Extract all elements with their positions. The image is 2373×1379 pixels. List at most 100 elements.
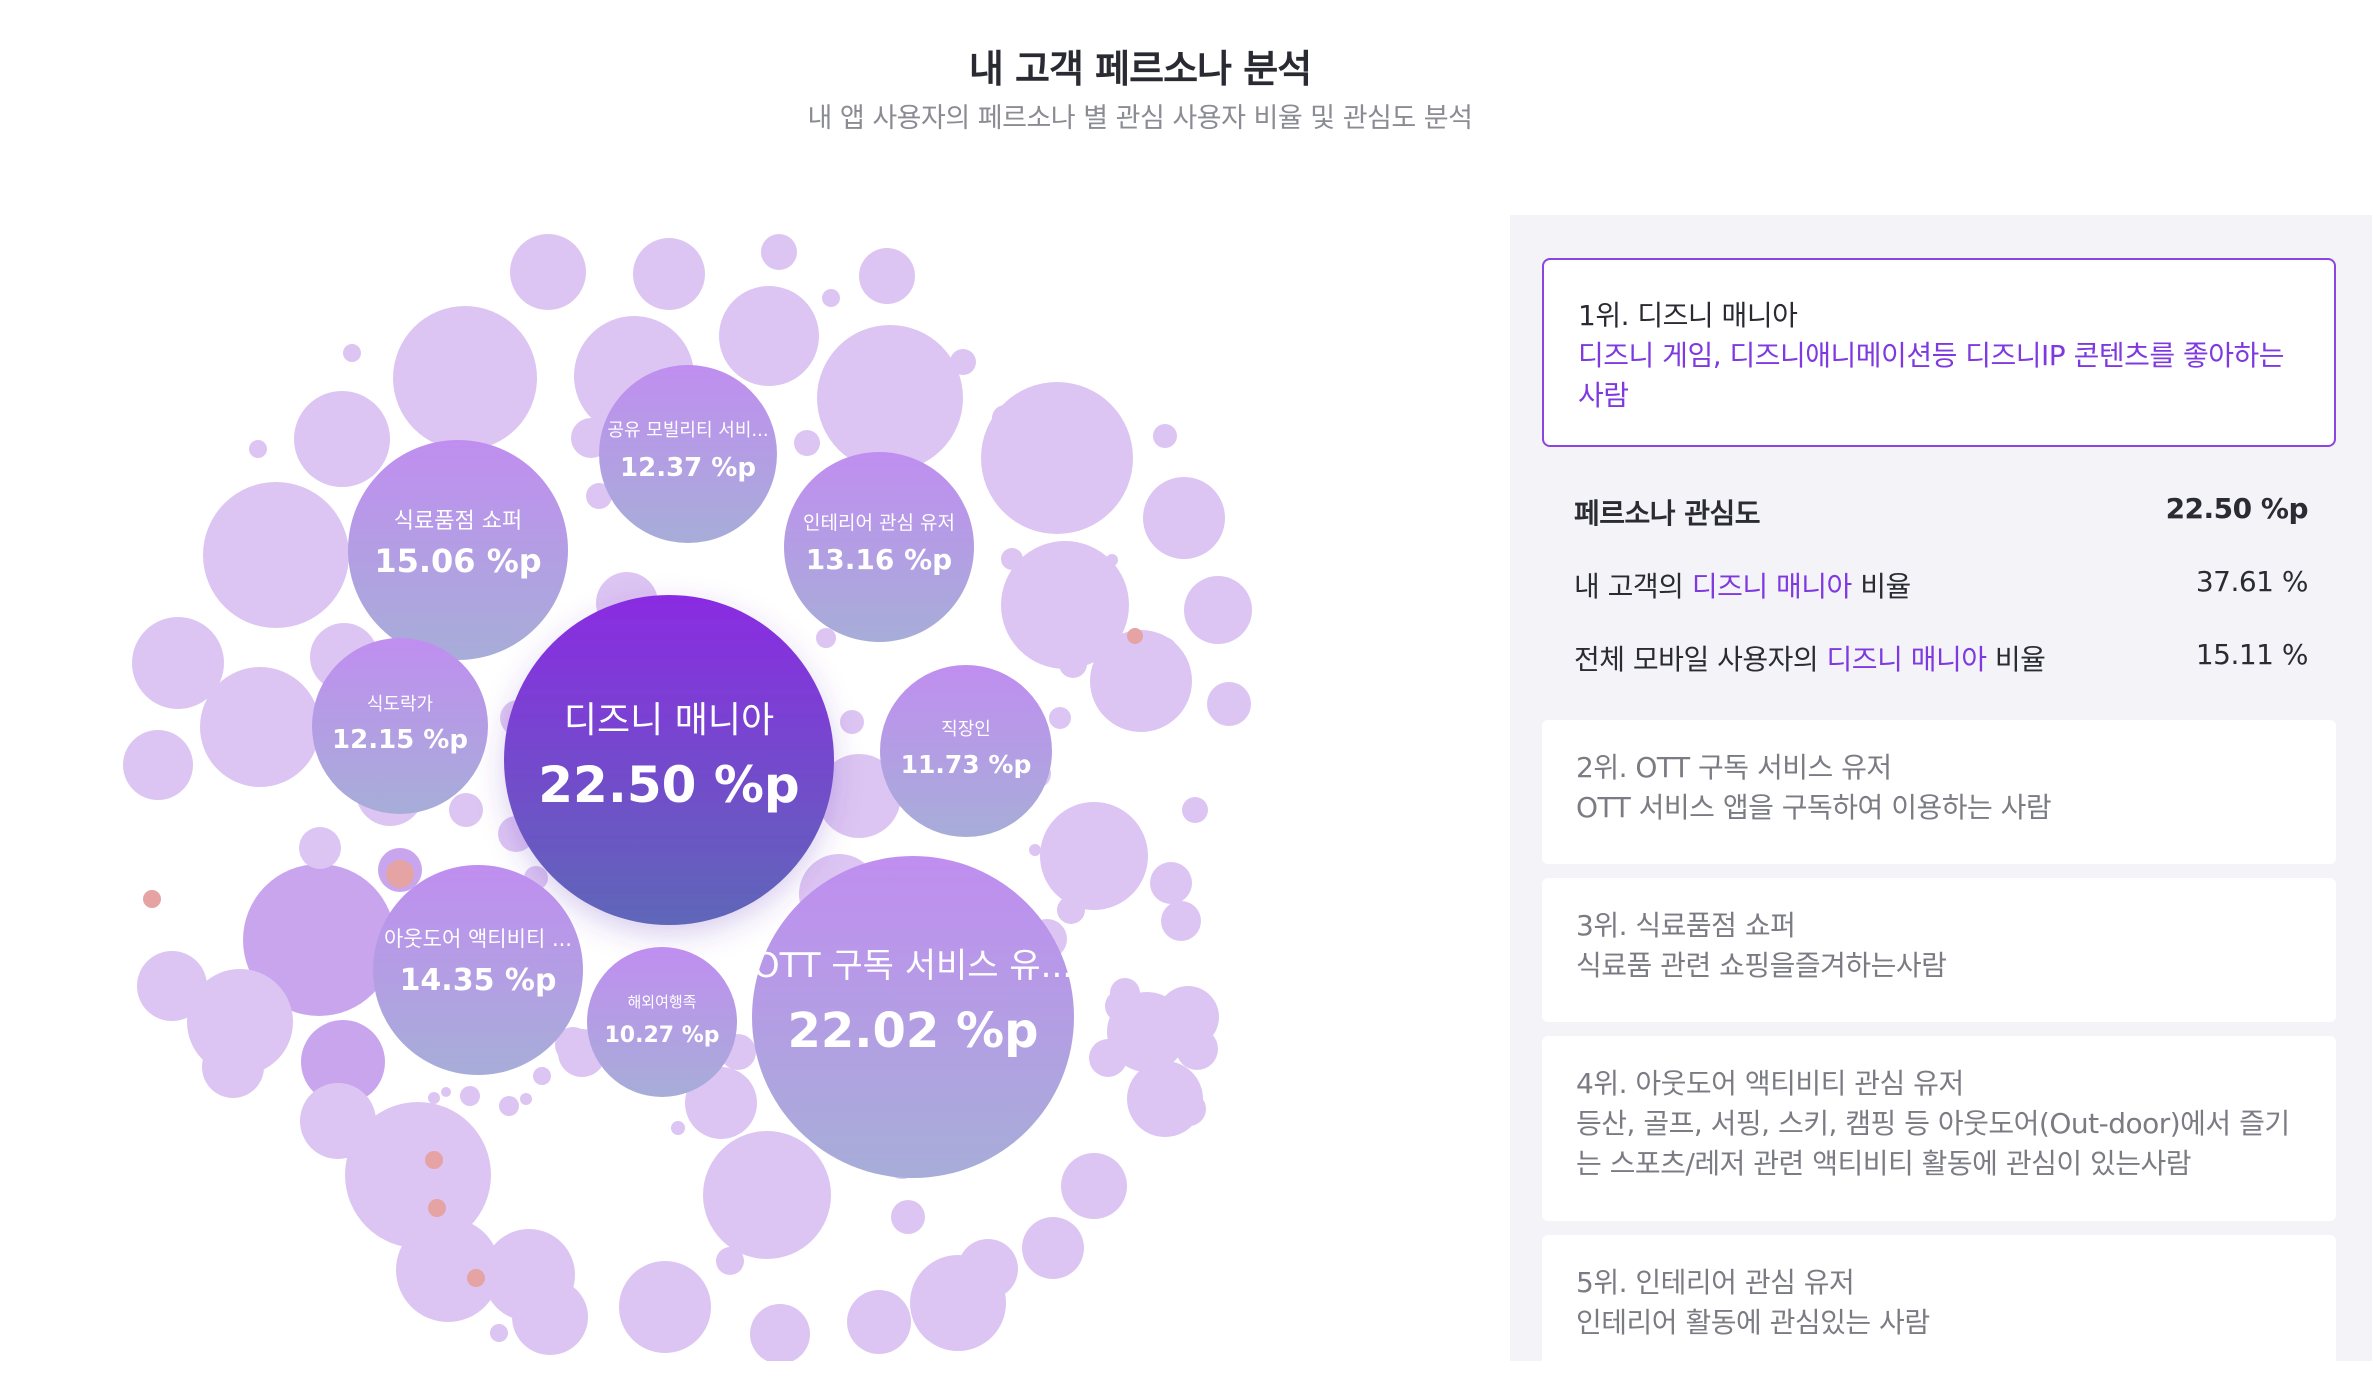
background-bubble	[822, 289, 840, 307]
background-bubble	[1001, 541, 1129, 669]
negative-bubble	[467, 1269, 485, 1287]
negative-bubble	[143, 890, 161, 908]
background-bubble	[1182, 797, 1208, 823]
stat-all-mobile-ratio: 전체 모바일 사용자의 디즈니 매니아 비율 15.11 %	[1574, 638, 2309, 678]
background-bubble	[1022, 1217, 1084, 1279]
stat-all-value: 15.11 %	[2195, 638, 2309, 671]
rank-3-card[interactable]: 3위. 식료품점 쇼퍼 식료품 관련 쇼핑을즐겨하는사람	[1542, 878, 2336, 1022]
background-bubble	[1127, 1061, 1203, 1137]
background-bubble	[950, 349, 976, 375]
rank-4-card[interactable]: 4위. 아웃도어 액티비티 관심 유저 등산, 골프, 서핑, 스키, 캠핑 등…	[1542, 1036, 2336, 1221]
persona-bubble-name: 공유 모빌리티 서비...	[607, 420, 768, 441]
persona-bubble-value: 11.73 %p	[901, 750, 1032, 779]
stat-all-prefix: 전체 모바일 사용자의	[1574, 643, 1827, 676]
persona-bubble[interactable]: OTT 구독 서비스 유... 22.02 %p	[752, 856, 1074, 1178]
background-bubble	[847, 1290, 911, 1354]
background-bubble	[1184, 576, 1252, 644]
persona-bubble[interactable]: 공유 모빌리티 서비... 12.37 %p	[599, 365, 777, 543]
stat-mine-suffix: 비율	[1851, 570, 1911, 603]
persona-bubble-circle[interactable]	[599, 365, 777, 543]
stat-mine-value: 37.61 %	[2195, 565, 2309, 598]
persona-bubble-name: OTT 구독 서비스 유...	[753, 946, 1073, 986]
background-bubble	[1153, 424, 1177, 448]
background-bubble	[510, 234, 586, 310]
rank-3-title: 3위. 식료품점 쇼퍼	[1576, 909, 1796, 942]
background-bubble	[249, 440, 267, 458]
negative-bubble	[425, 1151, 443, 1169]
negative-bubble	[386, 860, 414, 888]
background-bubble	[1093, 605, 1111, 623]
rank-1-card[interactable]: 1위. 디즈니 매니아 디즈니 게임, 디즈니애니메이션등 디즈니IP 콘텐츠를…	[1542, 258, 2336, 447]
persona-bubble-name: 아웃도어 액티비티 ...	[384, 927, 572, 951]
stat-interest-value: 22.50 %p	[2165, 492, 2309, 525]
background-bubble	[816, 628, 836, 648]
persona-bubble[interactable]: 해외여행족 10.27 %p	[587, 947, 737, 1097]
background-bubble	[817, 754, 901, 838]
persona-bubble-circle[interactable]	[312, 638, 488, 814]
persona-bubble-value: 22.02 %p	[788, 1003, 1039, 1059]
stat-all-highlight: 디즈니 매니아	[1826, 643, 1987, 676]
persona-bubble-name: 직장인	[941, 719, 991, 740]
persona-bubble-value: 14.35 %p	[400, 963, 557, 998]
background-bubble	[1150, 862, 1192, 904]
persona-bubble-chart: 디즈니 매니아 22.50 %p OTT 구독 서비스 유... 22.02 %p 식료…	[100, 215, 1300, 1364]
persona-bubble-circle[interactable]	[784, 452, 974, 642]
background-bubble	[1207, 682, 1251, 726]
persona-bubble[interactable]: 아웃도어 액티비티 ... 14.35 %p	[373, 865, 583, 1075]
persona-bubble-value: 13.16 %p	[806, 543, 952, 576]
background-bubble	[137, 951, 207, 1021]
background-bubble	[1036, 626, 1046, 636]
background-bubble	[633, 238, 705, 310]
background-bubble	[299, 827, 341, 869]
persona-bubble-name: 디즈니 매니아	[564, 700, 774, 741]
persona-bubble[interactable]: 식료품점 쇼퍼 15.06 %p	[348, 440, 568, 660]
background-bubble	[1057, 896, 1085, 924]
background-bubble	[123, 730, 193, 800]
stat-mine-prefix: 내 고객의	[1574, 570, 1692, 603]
persona-bubble-value: 12.37 %p	[620, 453, 756, 483]
background-bubble	[520, 1093, 532, 1105]
stat-interest-label: 페르소나 관심도	[1574, 497, 1761, 530]
background-bubble	[1089, 1039, 1127, 1077]
background-bubble	[200, 667, 320, 787]
background-bubble	[1061, 1153, 1127, 1219]
persona-bubble-circle[interactable]	[752, 856, 1074, 1178]
background-bubble	[555, 1027, 591, 1063]
background-bubble	[202, 1036, 264, 1098]
persona-bubble-name: 해외여행족	[627, 993, 696, 1011]
persona-bubble-circle[interactable]	[348, 440, 568, 660]
rank-5-card[interactable]: 5위. 인테리어 관심 유저 인테리어 활동에 관심있는 사람	[1542, 1235, 2336, 1379]
page-subtitle: 내 앱 사용자의 페르소나 별 관심 사용자 비율 및 관심도 분석	[807, 103, 1473, 134]
background-bubble	[393, 306, 537, 450]
persona-bubble-circle[interactable]	[587, 947, 737, 1097]
rank-3-desc: 식료품 관련 쇼핑을즐겨하는사람	[1576, 949, 1947, 982]
background-bubble	[461, 1237, 475, 1251]
persona-bubble[interactable]: 직장인 11.73 %p	[880, 665, 1052, 837]
persona-bubble-circle[interactable]	[880, 665, 1052, 837]
background-bubble	[345, 1102, 491, 1248]
background-bubble	[992, 405, 1018, 431]
persona-bubble[interactable]: 디즈니 매니아 22.50 %p	[504, 595, 834, 925]
background-bubble	[1061, 817, 1071, 827]
background-bubble	[294, 391, 390, 487]
rank-4-title: 4위. 아웃도어 액티비티 관심 유저	[1576, 1067, 1964, 1100]
background-bubble	[794, 430, 820, 456]
persona-bubble[interactable]: 식도락가 12.15 %p	[312, 638, 488, 814]
background-bubble	[343, 344, 361, 362]
persona-bubble-circle[interactable]	[373, 865, 583, 1075]
persona-bubble-circle[interactable]	[504, 595, 834, 925]
rank-2-card[interactable]: 2위. OTT 구독 서비스 유저 OTT 서비스 앱을 구독하여 이용하는 사…	[1542, 720, 2336, 864]
background-bubble	[428, 1092, 440, 1104]
background-bubble	[460, 1086, 480, 1106]
background-bubble	[243, 864, 395, 1016]
background-bubble	[586, 483, 612, 509]
background-bubble	[685, 1067, 757, 1139]
background-bubble	[981, 382, 1133, 534]
stat-all-suffix: 비율	[1986, 643, 2046, 676]
persona-bubble[interactable]: 인테리어 관심 유저 13.16 %p	[784, 452, 974, 642]
background-bubble	[1161, 901, 1201, 941]
stat-my-customer-ratio: 내 고객의 디즈니 매니아 비율 37.61 %	[1574, 565, 2309, 605]
rank-1-desc: 디즈니 게임, 디즈니애니메이션등 디즈니IP 콘텐츠를 좋아하는 사람	[1578, 339, 2285, 412]
stat-persona-interest: 페르소나 관심도 22.50 %p	[1574, 492, 2309, 532]
background-bubble	[619, 1261, 711, 1353]
